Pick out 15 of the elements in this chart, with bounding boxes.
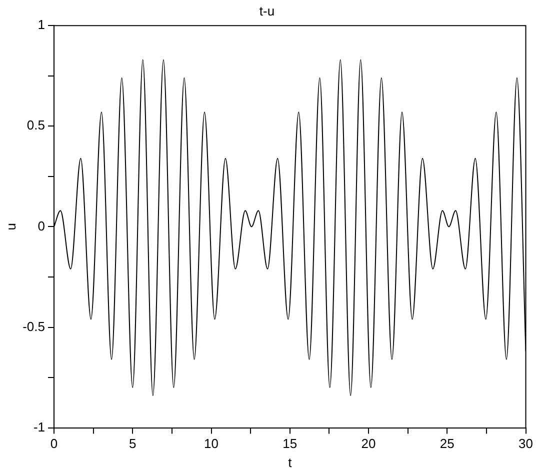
- x-tick-label: 0: [50, 436, 58, 452]
- x-tick-label: 10: [204, 436, 218, 452]
- y-tick-label: 1: [38, 17, 45, 32]
- x-tick-label: 15: [282, 436, 298, 452]
- chart-title: t-u: [259, 3, 275, 18]
- x-axis-title: t: [288, 454, 292, 470]
- y-axis-title: u: [3, 223, 18, 230]
- y-tick-label: 0.5: [26, 118, 45, 133]
- x-tick-label: 30: [518, 436, 534, 452]
- x-tick-label: 20: [361, 436, 376, 452]
- y-tick-label: -1: [33, 419, 45, 434]
- y-tick-label: 0: [38, 218, 45, 234]
- x-tick-label: 5: [129, 436, 136, 452]
- y-tick-label: -0.5: [22, 318, 45, 334]
- x-tick-label: 25: [440, 436, 454, 452]
